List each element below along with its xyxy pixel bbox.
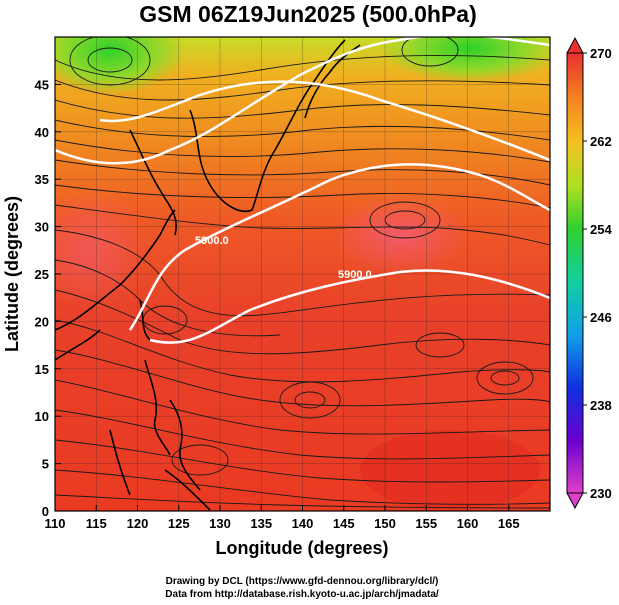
x-tick-label: 145 — [333, 516, 355, 531]
x-axis-label: Longitude (degrees) — [215, 538, 388, 558]
contour-label: 5900.0 — [338, 269, 372, 281]
y-tick-label: 10 — [35, 409, 49, 424]
y-tick-label: 30 — [35, 220, 49, 235]
x-tick-label: 155 — [415, 516, 437, 531]
colorbar-tick-label: 270 — [590, 46, 612, 61]
warm-anomaly — [330, 195, 470, 275]
colorbar-bottom-arrow — [566, 492, 584, 510]
warm-anomaly-south — [360, 430, 540, 510]
x-tick-label: 140 — [292, 516, 314, 531]
y-tick-label: 5 — [42, 457, 49, 472]
credit-line-2: Data from http://database.rish.kyoto-u.a… — [165, 589, 439, 600]
contour-label: 5900.0 — [195, 235, 229, 247]
y-tick-label: 15 — [35, 362, 49, 377]
colorbar-top-arrow — [566, 36, 584, 54]
coastlines — [55, 39, 361, 511]
colorbar-scale — [566, 52, 584, 494]
credit-line-1: Drawing by DCL (https://www.gfd-dennou.o… — [166, 576, 439, 587]
x-tick-label: 110 — [45, 516, 66, 531]
x-tick-label: 115 — [86, 516, 107, 531]
x-axis: 110 115 120 125 130 135 140 145 150 155 160 165 — [45, 505, 520, 531]
cold-region-northeast — [380, 37, 550, 83]
x-tick-label: 160 — [457, 516, 479, 531]
y-tick-label: 40 — [35, 125, 49, 140]
y-tick-label: 45 — [35, 77, 49, 92]
chart-title: GSM 06Z19Jun2025 (500.0hPa) — [139, 1, 477, 27]
colorbar-tick-label: 238 — [590, 398, 612, 413]
colorbar: 230 238 246 254 262 270 — [566, 36, 612, 510]
x-tick-label: 135 — [250, 516, 272, 531]
colorbar-tick-label: 230 — [590, 486, 612, 501]
x-tick-label: 150 — [374, 516, 396, 531]
y-tick-label: 35 — [35, 172, 49, 187]
plot-area: 5900.0 5900.0 — [55, 37, 550, 511]
colorbar-tick-label: 262 — [590, 134, 612, 149]
y-axis: 0 5 10 15 20 25 30 35 40 45 — [35, 77, 61, 519]
x-tick-label: 165 — [498, 516, 520, 531]
y-axis-label: Latitude (degrees) — [2, 196, 22, 352]
colorbar-tick-label: 246 — [590, 310, 612, 325]
colorbar-tick-label: 254 — [590, 222, 612, 237]
contour-lines — [55, 37, 550, 344]
y-tick-label: 25 — [35, 267, 49, 282]
x-tick-label: 120 — [127, 516, 149, 531]
y-tick-label: 0 — [42, 504, 49, 519]
warm-anomaly-west — [55, 190, 150, 310]
x-tick-label: 125 — [168, 516, 190, 531]
x-tick-label: 130 — [209, 516, 231, 531]
y-tick-label: 20 — [35, 314, 49, 329]
